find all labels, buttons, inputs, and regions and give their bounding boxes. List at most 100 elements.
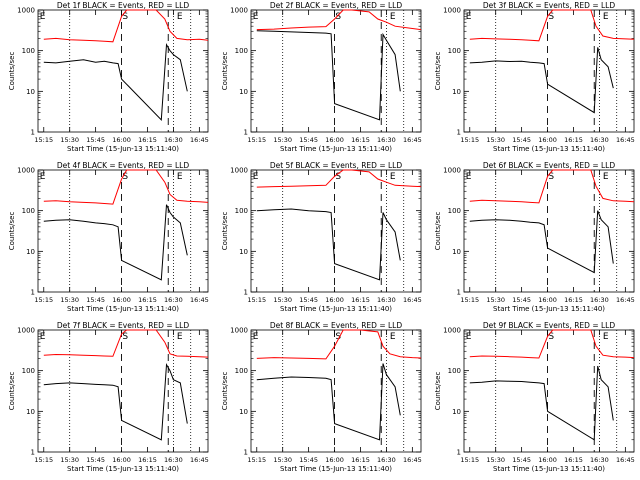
series-line (256, 169, 422, 188)
x-tick-label: 15:45 (512, 456, 531, 464)
chart-svg: Det 6f BLACK = Events, RED = LLD E S E 1 10 10… (434, 161, 635, 313)
series-line (256, 208, 401, 281)
y-tick-label: 100 (235, 47, 248, 55)
marker-label: S (548, 172, 554, 182)
y-tick-label: 1 (31, 289, 35, 297)
y-axis-label: Counts/sec (221, 372, 229, 411)
marker-label: S (335, 12, 341, 22)
marker-label: E (603, 12, 609, 22)
marker-label: E (253, 12, 259, 22)
y-axis-label: Counts/sec (221, 52, 229, 91)
detector-panel: Det 2f BLACK = Events, RED = LLD E S E 1 10 10… (213, 0, 426, 160)
y-axis-label: Counts/sec (434, 372, 442, 411)
y-tick-label: 1 (457, 129, 461, 137)
series-line (469, 47, 614, 114)
x-tick-label: 16:45 (190, 296, 209, 304)
series-line (256, 363, 401, 441)
y-axis-label: Counts/sec (434, 212, 442, 251)
series-line (43, 169, 209, 205)
x-axis-label: Start Time (15-Jun-13 15:11:40) (493, 145, 605, 153)
x-tick-label: 16:45 (616, 456, 635, 464)
y-tick-label: 10 (26, 248, 35, 256)
x-tick-label: 16:15 (351, 296, 370, 304)
chart-svg: Det 1f BLACK = Events, RED = LLD E S E 1 10 10… (8, 1, 209, 153)
series-line (256, 30, 401, 121)
x-tick-label: 16:30 (377, 296, 396, 304)
y-tick-label: 1000 (17, 7, 35, 15)
y-tick-label: 1 (457, 449, 461, 457)
plot-frame (37, 329, 209, 453)
detector-panel: Det 1f BLACK = Events, RED = LLD E S E 1 10 10… (0, 0, 213, 160)
x-axis-label: Start Time (15-Jun-13 15:11:40) (67, 465, 179, 473)
x-tick-label: 16:30 (590, 456, 609, 464)
x-tick-label: 15:30 (486, 296, 505, 304)
x-tick-label: 15:15 (247, 136, 266, 144)
x-axis-label: Start Time (15-Jun-13 15:11:40) (67, 305, 179, 313)
y-tick-label: 1 (31, 129, 35, 137)
chart-svg: Det 9f BLACK = Events, RED = LLD E S E 1 10 10… (434, 321, 635, 473)
x-tick-label: 16:45 (190, 136, 209, 144)
detector-panel: Det 4f BLACK = Events, RED = LLD E S E 1 10 10… (0, 160, 213, 320)
y-tick-label: 1 (457, 289, 461, 297)
series-line (43, 204, 188, 281)
x-axis-label: Start Time (15-Jun-13 15:11:40) (493, 465, 605, 473)
x-tick-label: 16:45 (403, 456, 422, 464)
x-tick-label: 16:00 (112, 296, 131, 304)
y-tick-label: 1000 (17, 167, 35, 175)
plot-frame (463, 329, 635, 453)
marker-label: S (122, 172, 128, 182)
x-axis-label: Start Time (15-Jun-13 15:11:40) (493, 305, 605, 313)
x-tick-label: 15:15 (460, 296, 479, 304)
x-tick-label: 15:15 (34, 456, 53, 464)
plot-frame (463, 169, 635, 293)
plot-frame (250, 9, 422, 133)
y-tick-label: 10 (239, 88, 248, 96)
x-tick-label: 15:30 (60, 456, 79, 464)
marker-label: S (122, 12, 128, 22)
y-tick-label: 1000 (230, 167, 248, 175)
marker-label: S (335, 332, 341, 342)
x-tick-label: 15:15 (34, 136, 53, 144)
x-tick-label: 16:15 (138, 296, 157, 304)
marker-label: E (40, 12, 46, 22)
x-tick-label: 15:15 (460, 136, 479, 144)
y-tick-label: 1000 (230, 7, 248, 15)
marker-label: E (40, 332, 46, 342)
marker-label: E (466, 332, 472, 342)
marker-label: E (390, 332, 396, 342)
marker-label: S (548, 332, 554, 342)
y-tick-label: 100 (448, 367, 461, 375)
x-tick-label: 15:45 (299, 456, 318, 464)
chart-svg: Det 2f BLACK = Events, RED = LLD E S E 1 10 10… (221, 1, 422, 153)
y-axis-label: Counts/sec (221, 212, 229, 251)
chart-title: Det 7f BLACK = Events, RED = LLD (57, 321, 190, 330)
x-tick-label: 15:45 (512, 136, 531, 144)
x-tick-label: 16:45 (616, 296, 635, 304)
plot-frame (250, 169, 422, 293)
y-tick-label: 1 (244, 449, 248, 457)
chart-svg: Det 5f BLACK = Events, RED = LLD E S E 1 10 10… (221, 161, 422, 313)
x-tick-label: 16:15 (351, 136, 370, 144)
y-tick-label: 100 (22, 367, 35, 375)
marker-label: E (253, 332, 259, 342)
y-tick-label: 10 (26, 408, 35, 416)
x-tick-label: 15:45 (512, 296, 531, 304)
x-tick-label: 16:15 (138, 136, 157, 144)
x-tick-label: 15:15 (247, 296, 266, 304)
x-tick-label: 16:30 (164, 296, 183, 304)
plot-frame (37, 169, 209, 293)
y-tick-label: 10 (239, 248, 248, 256)
x-axis-label: Start Time (15-Jun-13 15:11:40) (67, 145, 179, 153)
x-axis-label: Start Time (15-Jun-13 15:11:40) (280, 465, 392, 473)
chart-title: Det 2f BLACK = Events, RED = LLD (270, 1, 403, 10)
x-tick-label: 16:00 (325, 296, 344, 304)
x-tick-label: 15:45 (86, 136, 105, 144)
x-tick-label: 16:30 (377, 136, 396, 144)
y-tick-label: 1000 (17, 327, 35, 335)
x-tick-label: 16:30 (164, 136, 183, 144)
marker-label: E (466, 172, 472, 182)
x-tick-label: 16:15 (564, 136, 583, 144)
plot-frame (463, 9, 635, 133)
y-axis-label: Counts/sec (8, 372, 16, 411)
